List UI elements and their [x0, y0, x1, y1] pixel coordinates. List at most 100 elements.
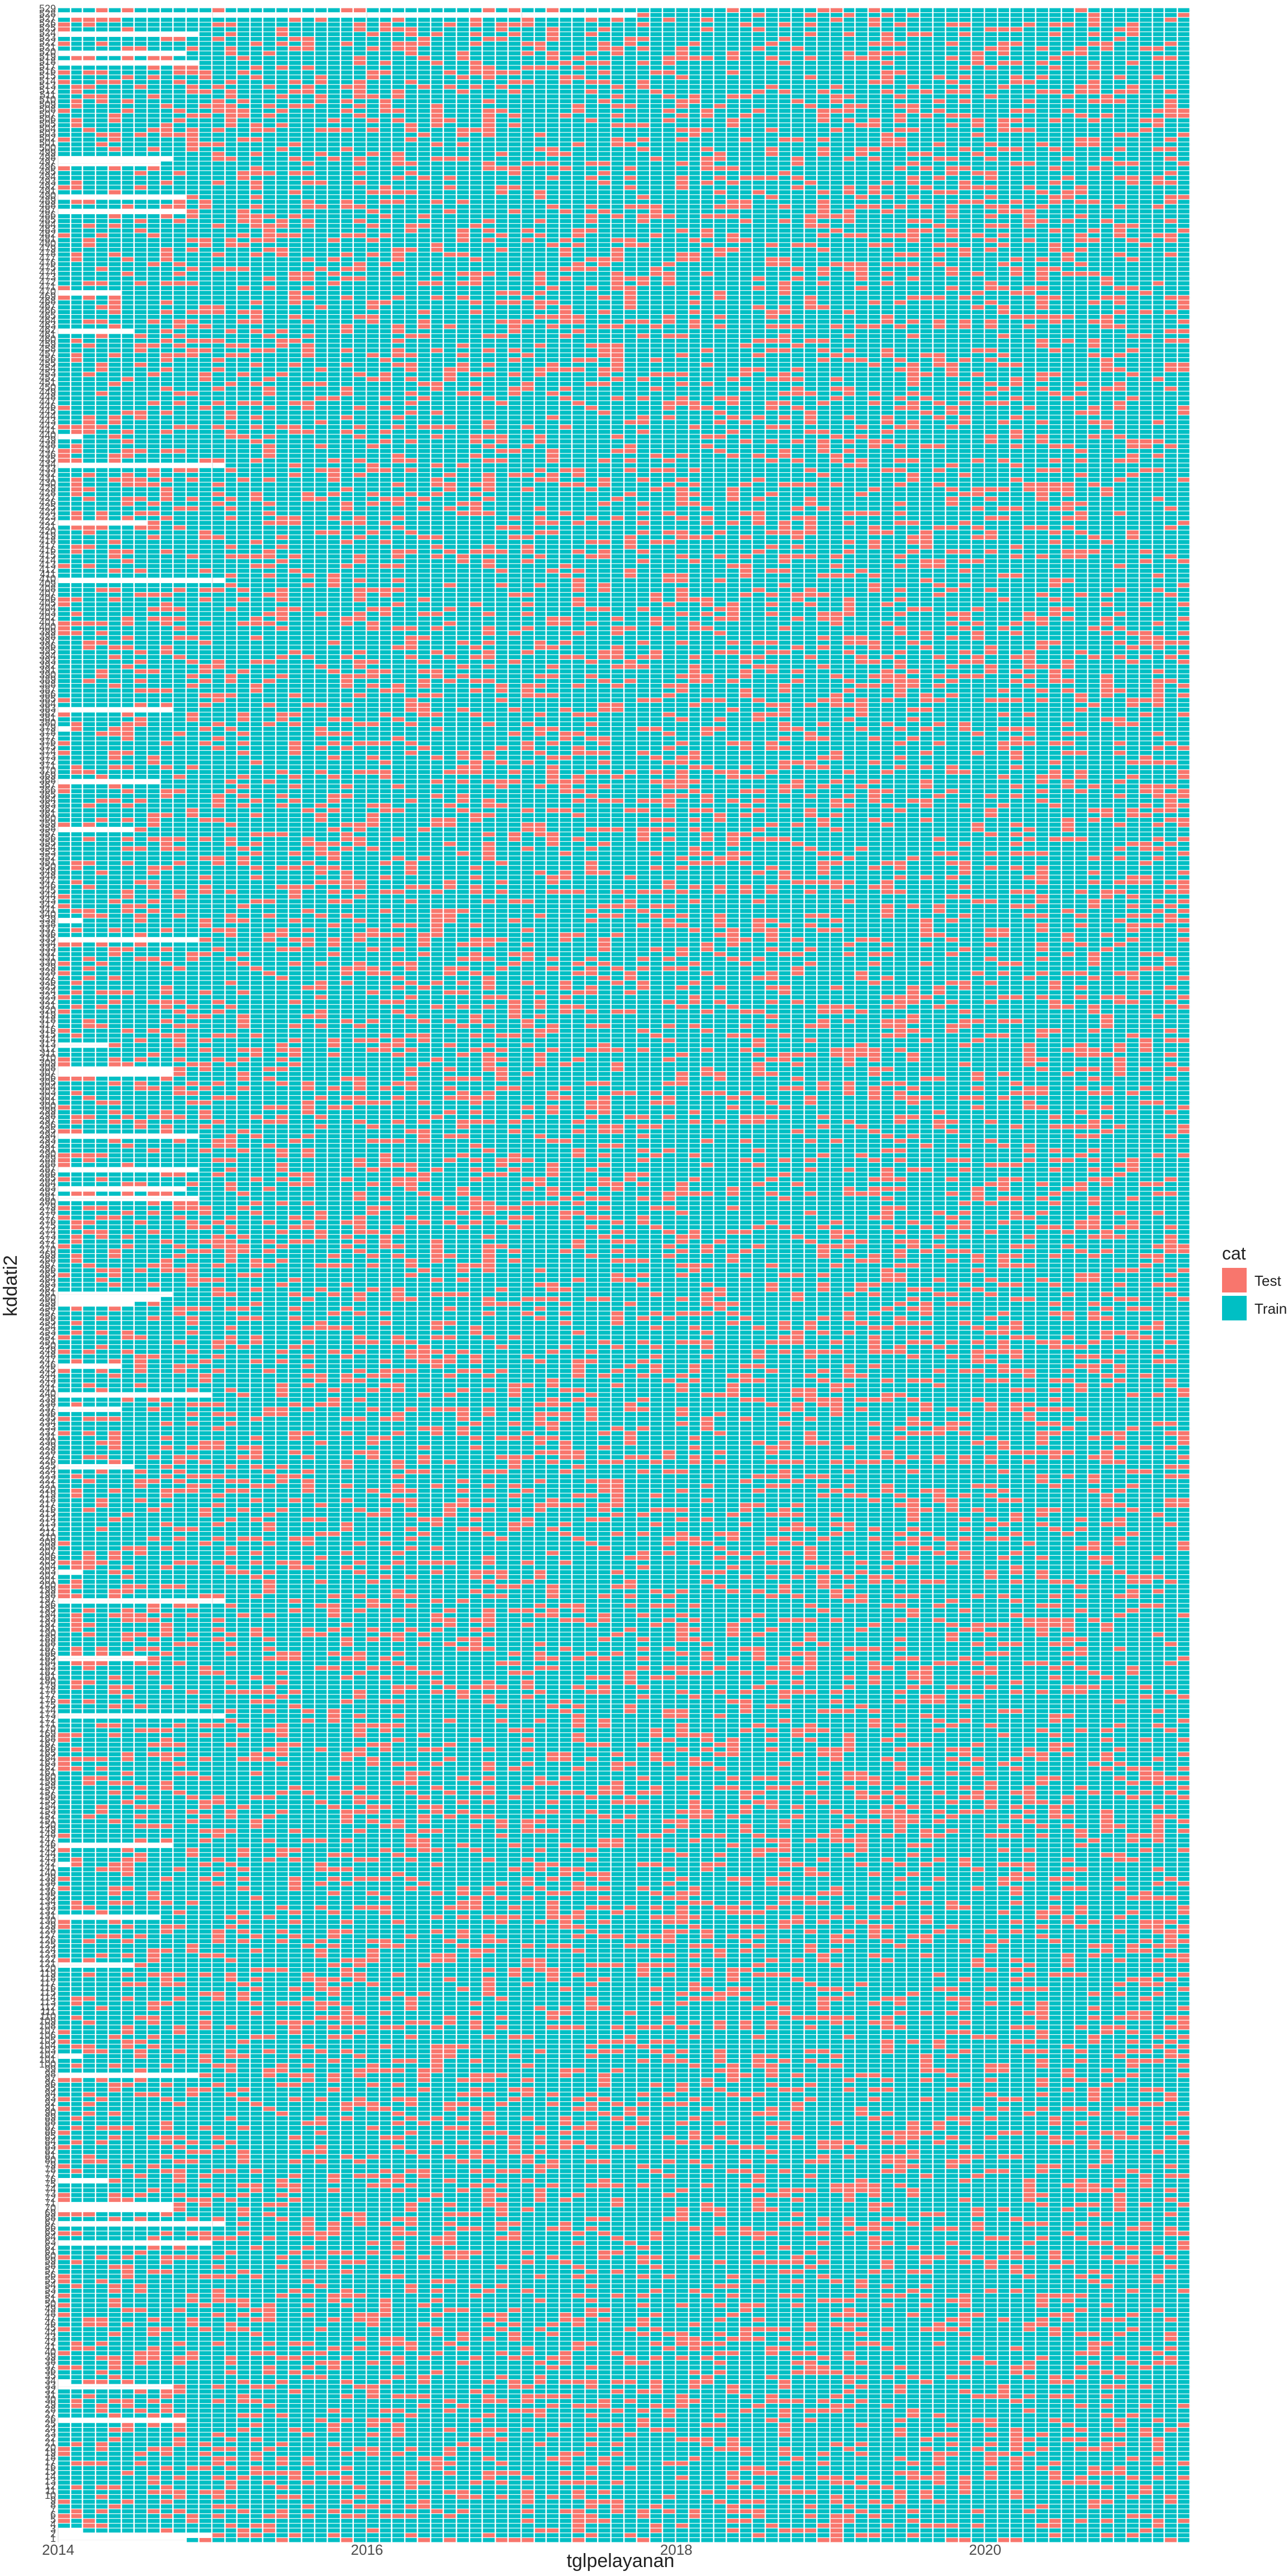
- cell-test: [289, 2428, 301, 2432]
- cell-test: [380, 2380, 391, 2384]
- cell-train: [289, 2523, 301, 2527]
- cell-train: [1049, 2480, 1060, 2484]
- cell-test: [367, 2394, 379, 2398]
- cell-train: [483, 2490, 495, 2494]
- cell-train: [869, 2351, 880, 2355]
- cell-test: [1088, 2466, 1100, 2470]
- cell-train: [1011, 2351, 1022, 2355]
- cell-train: [96, 2519, 107, 2523]
- cell-test: [226, 2356, 236, 2360]
- cell-train: [1153, 2538, 1164, 2542]
- cell-test: [187, 2519, 198, 2523]
- cell-train: [985, 2351, 997, 2355]
- cell-train: [302, 2356, 314, 2360]
- cell-test: [701, 2490, 713, 2494]
- cell-train: [535, 2351, 546, 2355]
- cell-train: [72, 2499, 82, 2503]
- cell-test: [586, 2432, 597, 2436]
- cell-test: [586, 2471, 597, 2475]
- cell-train: [651, 2480, 662, 2484]
- cell-test: [844, 2375, 854, 2379]
- cell-train: [161, 2361, 172, 2365]
- cell-train: [250, 2461, 262, 2465]
- cell-train: [727, 2399, 739, 2403]
- cell-train: [1127, 2375, 1139, 2379]
- cell-train: [315, 2509, 326, 2513]
- cell-train: [547, 2480, 558, 2484]
- cell-train: [328, 2418, 340, 2422]
- cell-train: [496, 2452, 507, 2456]
- cell-train: [1178, 2351, 1189, 2355]
- cell-train: [547, 2490, 558, 2494]
- cell-train: [946, 2509, 958, 2513]
- cell-train: [907, 2380, 919, 2384]
- cell-train: [1062, 2471, 1074, 2475]
- cell-test: [1153, 2523, 1164, 2527]
- cell-train: [392, 2504, 404, 2508]
- cell-train: [740, 2361, 751, 2365]
- cell-train: [844, 2361, 854, 2365]
- cell-train: [418, 2461, 430, 2465]
- cell-train: [689, 2375, 700, 2379]
- cell-train: [354, 2523, 366, 2527]
- cell-train: [200, 2399, 211, 2403]
- cell-test: [174, 2423, 186, 2427]
- cell-train: [998, 2514, 1009, 2518]
- cell-test: [572, 2342, 584, 2346]
- cell-train: [341, 2461, 352, 2465]
- cell-train: [1011, 2471, 1022, 2475]
- cell-test: [1114, 2471, 1125, 2475]
- cell-train: [444, 2370, 456, 2374]
- cell-train: [263, 2432, 275, 2436]
- cell-train: [1178, 2413, 1189, 2417]
- cell-train: [560, 2432, 571, 2436]
- cell-train: [882, 2432, 893, 2436]
- cell-train: [187, 2504, 198, 2508]
- cell-train: [432, 2533, 443, 2537]
- cell-train: [470, 2413, 481, 2417]
- cell-train: [187, 2480, 198, 2484]
- cell-train: [1062, 2452, 1074, 2456]
- cell-test: [779, 2490, 790, 2494]
- cell-test: [174, 2490, 186, 2494]
- cell-train: [1088, 2509, 1100, 2513]
- cell-test: [1101, 2499, 1113, 2503]
- cell-train: [856, 2437, 868, 2441]
- cell-train: [637, 2466, 649, 2470]
- cell-train: [689, 2523, 700, 2527]
- cell-test: [432, 2466, 443, 2470]
- cell-train: [470, 2375, 481, 2379]
- cell-train: [1024, 2342, 1035, 2346]
- cell-train: [998, 2504, 1009, 2508]
- cell-test: [1011, 2538, 1022, 2542]
- cell-train: [805, 2471, 816, 2475]
- cell-train: [535, 2485, 546, 2489]
- cell-train: [972, 2404, 984, 2408]
- cell-train: [315, 2519, 326, 2523]
- cell-train: [187, 2509, 198, 2513]
- cell-train: [1075, 2528, 1087, 2532]
- cell-train: [663, 2471, 675, 2475]
- cell-train: [122, 2490, 133, 2494]
- cell-train: [444, 2423, 456, 2427]
- cell-test: [547, 2456, 558, 2460]
- cell-train: [212, 2361, 224, 2365]
- cell-train: [1062, 2485, 1074, 2489]
- cell-train: [1024, 2490, 1035, 2494]
- cell-test: [586, 2404, 597, 2408]
- cell-test: [109, 2485, 121, 2489]
- cell-test: [341, 2499, 352, 2503]
- cell-train: [200, 2370, 211, 2374]
- cell-train: [805, 2375, 816, 2379]
- cell-train: [470, 2523, 481, 2527]
- cell-train: [676, 2413, 688, 2417]
- cell-train: [535, 2346, 546, 2350]
- cell-train: [1024, 2471, 1035, 2475]
- cell-test: [740, 2499, 751, 2503]
- cell-train: [959, 2399, 970, 2403]
- cell-test: [701, 2342, 713, 2346]
- cell-train: [612, 2428, 623, 2432]
- cell-test: [161, 2389, 172, 2393]
- cell-test: [174, 2442, 186, 2446]
- cell-train: [470, 2533, 481, 2537]
